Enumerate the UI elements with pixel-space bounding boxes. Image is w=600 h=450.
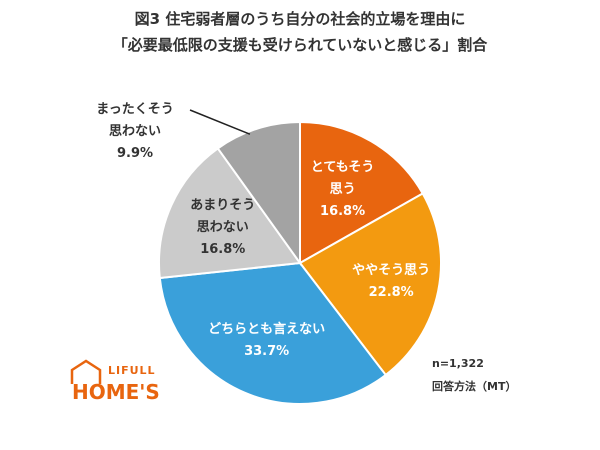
chart-title: 図3 住宅弱者層のうち自分の社会的立場を理由に xyxy=(134,10,466,28)
value-label: 9.9% xyxy=(116,146,154,161)
data-label: まったくそう 思わない 9.9% xyxy=(50,99,220,165)
value-label: 22.8% xyxy=(368,284,414,300)
pie-slice xyxy=(158,261,388,405)
pie-slice xyxy=(216,120,301,267)
data-label: どちらとも言えない 33.7% xyxy=(182,319,352,363)
category-label: ややそう思う xyxy=(352,262,431,278)
pie-slice xyxy=(299,120,425,265)
logo-text: LIFULL xyxy=(108,364,156,377)
value-label: 16.8% xyxy=(320,203,366,219)
category-label: とてもそう 思う xyxy=(310,159,375,197)
pie-slice xyxy=(158,147,302,280)
value-label: 33.7% xyxy=(244,343,290,359)
category-label: まったくそう 思わない xyxy=(96,102,174,139)
note: 回答方法（MT） xyxy=(432,380,517,393)
note: n=1,322 xyxy=(432,357,484,370)
data-label: とてもそう 思う 16.8% xyxy=(258,157,428,223)
leader-line xyxy=(189,109,251,135)
logo-text: HOME'S xyxy=(72,380,160,404)
data-label: ややそう思う 22.8% xyxy=(306,260,476,304)
value-label: 16.8% xyxy=(200,242,246,258)
data-label: あまりそう 思わない 16.8% xyxy=(138,195,308,261)
chart-subtitle: 「必要最低限の支援も受けられていないと感じる」割合 xyxy=(112,36,488,54)
logo-icon xyxy=(70,359,102,384)
category-label: どちらとも言えない xyxy=(208,321,326,337)
category-label: あまりそう 思わない xyxy=(190,198,256,236)
pie-slice xyxy=(298,192,442,377)
